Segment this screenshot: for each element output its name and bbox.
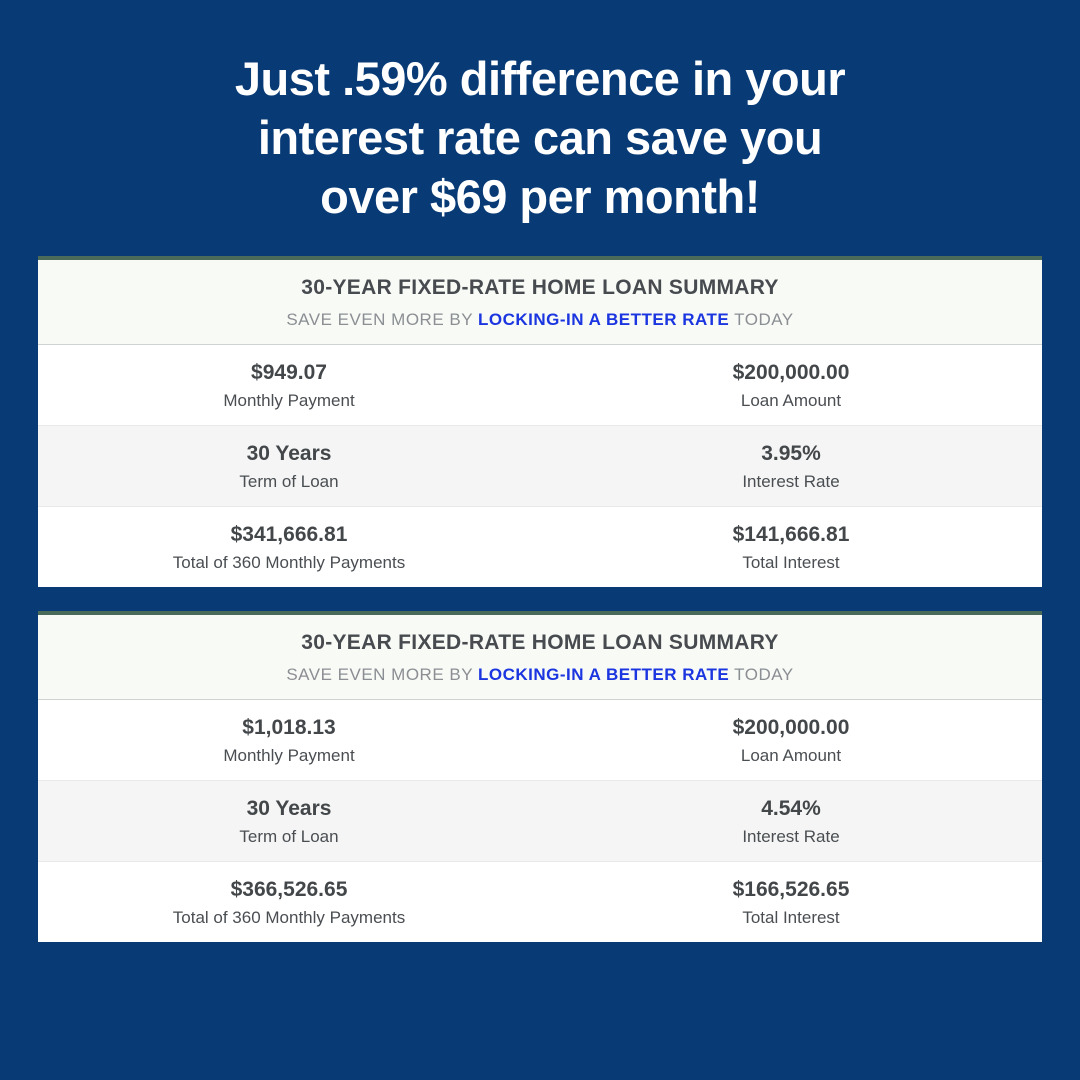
lockin-link[interactable]: LOCKING-IN A BETTER RATE xyxy=(478,310,729,329)
term-value: 30 Years xyxy=(38,797,540,821)
loan-amount-value: $200,000.00 xyxy=(540,716,1042,740)
card-title: 30-YEAR FIXED-RATE HOME LOAN SUMMARY xyxy=(38,276,1042,300)
loan-amount-cell: $200,000.00 Loan Amount xyxy=(540,700,1042,780)
loan-amount-label: Loan Amount xyxy=(540,391,1042,411)
total-payments-value: $366,526.65 xyxy=(38,878,540,902)
total-interest-cell: $166,526.65 Total Interest xyxy=(540,862,1042,942)
total-interest-value: $166,526.65 xyxy=(540,878,1042,902)
sub-prefix: SAVE EVEN MORE BY xyxy=(286,665,478,684)
headline-line-2: interest rate can save you xyxy=(60,109,1020,168)
rate-cell: 4.54% Interest Rate xyxy=(540,781,1042,861)
loan-summary-card: 30-YEAR FIXED-RATE HOME LOAN SUMMARY SAV… xyxy=(38,611,1042,942)
summary-row: 30 Years Term of Loan 3.95% Interest Rat… xyxy=(38,426,1042,507)
loan-amount-label: Loan Amount xyxy=(540,746,1042,766)
card-header: 30-YEAR FIXED-RATE HOME LOAN SUMMARY SAV… xyxy=(38,260,1042,345)
term-label: Term of Loan xyxy=(38,472,540,492)
total-interest-cell: $141,666.81 Total Interest xyxy=(540,507,1042,587)
total-payments-cell: $366,526.65 Total of 360 Monthly Payment… xyxy=(38,862,540,942)
sub-prefix: SAVE EVEN MORE BY xyxy=(286,310,478,329)
loan-summary-card: 30-YEAR FIXED-RATE HOME LOAN SUMMARY SAV… xyxy=(38,256,1042,587)
cards-container: 30-YEAR FIXED-RATE HOME LOAN SUMMARY SAV… xyxy=(0,256,1080,942)
monthly-payment-cell: $1,018.13 Monthly Payment xyxy=(38,700,540,780)
total-payments-value: $341,666.81 xyxy=(38,523,540,547)
card-subtitle: SAVE EVEN MORE BY LOCKING-IN A BETTER RA… xyxy=(38,310,1042,330)
headline: Just .59% difference in your interest ra… xyxy=(0,0,1080,256)
rate-cell: 3.95% Interest Rate xyxy=(540,426,1042,506)
monthly-payment-cell: $949.07 Monthly Payment xyxy=(38,345,540,425)
summary-row: $341,666.81 Total of 360 Monthly Payment… xyxy=(38,507,1042,587)
total-payments-cell: $341,666.81 Total of 360 Monthly Payment… xyxy=(38,507,540,587)
headline-line-3: over $69 per month! xyxy=(60,168,1020,227)
sub-suffix: TODAY xyxy=(729,665,793,684)
summary-row: $366,526.65 Total of 360 Monthly Payment… xyxy=(38,862,1042,942)
monthly-payment-label: Monthly Payment xyxy=(38,391,540,411)
rate-label: Interest Rate xyxy=(540,472,1042,492)
monthly-payment-value: $949.07 xyxy=(38,361,540,385)
total-payments-label: Total of 360 Monthly Payments xyxy=(38,908,540,928)
total-interest-label: Total Interest xyxy=(540,908,1042,928)
total-payments-label: Total of 360 Monthly Payments xyxy=(38,553,540,573)
term-cell: 30 Years Term of Loan xyxy=(38,426,540,506)
term-value: 30 Years xyxy=(38,442,540,466)
loan-amount-value: $200,000.00 xyxy=(540,361,1042,385)
total-interest-value: $141,666.81 xyxy=(540,523,1042,547)
summary-row: $1,018.13 Monthly Payment $200,000.00 Lo… xyxy=(38,700,1042,781)
summary-row: 30 Years Term of Loan 4.54% Interest Rat… xyxy=(38,781,1042,862)
card-subtitle: SAVE EVEN MORE BY LOCKING-IN A BETTER RA… xyxy=(38,665,1042,685)
loan-amount-cell: $200,000.00 Loan Amount xyxy=(540,345,1042,425)
sub-suffix: TODAY xyxy=(729,310,793,329)
monthly-payment-label: Monthly Payment xyxy=(38,746,540,766)
summary-row: $949.07 Monthly Payment $200,000.00 Loan… xyxy=(38,345,1042,426)
lockin-link[interactable]: LOCKING-IN A BETTER RATE xyxy=(478,665,729,684)
term-cell: 30 Years Term of Loan xyxy=(38,781,540,861)
card-header: 30-YEAR FIXED-RATE HOME LOAN SUMMARY SAV… xyxy=(38,615,1042,700)
headline-line-1: Just .59% difference in your xyxy=(60,50,1020,109)
rate-label: Interest Rate xyxy=(540,827,1042,847)
monthly-payment-value: $1,018.13 xyxy=(38,716,540,740)
term-label: Term of Loan xyxy=(38,827,540,847)
card-title: 30-YEAR FIXED-RATE HOME LOAN SUMMARY xyxy=(38,631,1042,655)
total-interest-label: Total Interest xyxy=(540,553,1042,573)
rate-value: 3.95% xyxy=(540,442,1042,466)
rate-value: 4.54% xyxy=(540,797,1042,821)
